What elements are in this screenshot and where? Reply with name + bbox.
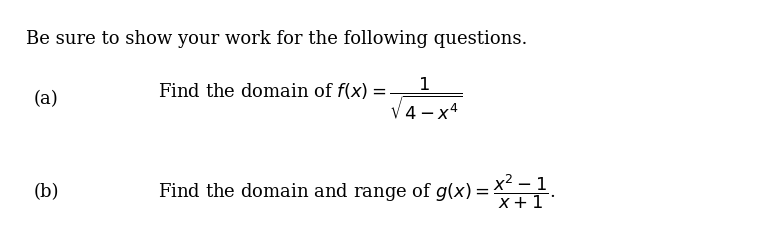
- Text: Find the domain and range of $g(x) = \dfrac{x^2 - 1}{x + 1}$.: Find the domain and range of $g(x) = \df…: [158, 172, 555, 211]
- Text: (a): (a): [34, 91, 58, 109]
- Text: (b): (b): [34, 183, 59, 201]
- Text: Find the domain of $f(x) = \dfrac{1}{\sqrt{4 - x^4}}$: Find the domain of $f(x) = \dfrac{1}{\sq…: [158, 76, 462, 123]
- Text: Be sure to show your work for the following questions.: Be sure to show your work for the follow…: [26, 30, 527, 48]
